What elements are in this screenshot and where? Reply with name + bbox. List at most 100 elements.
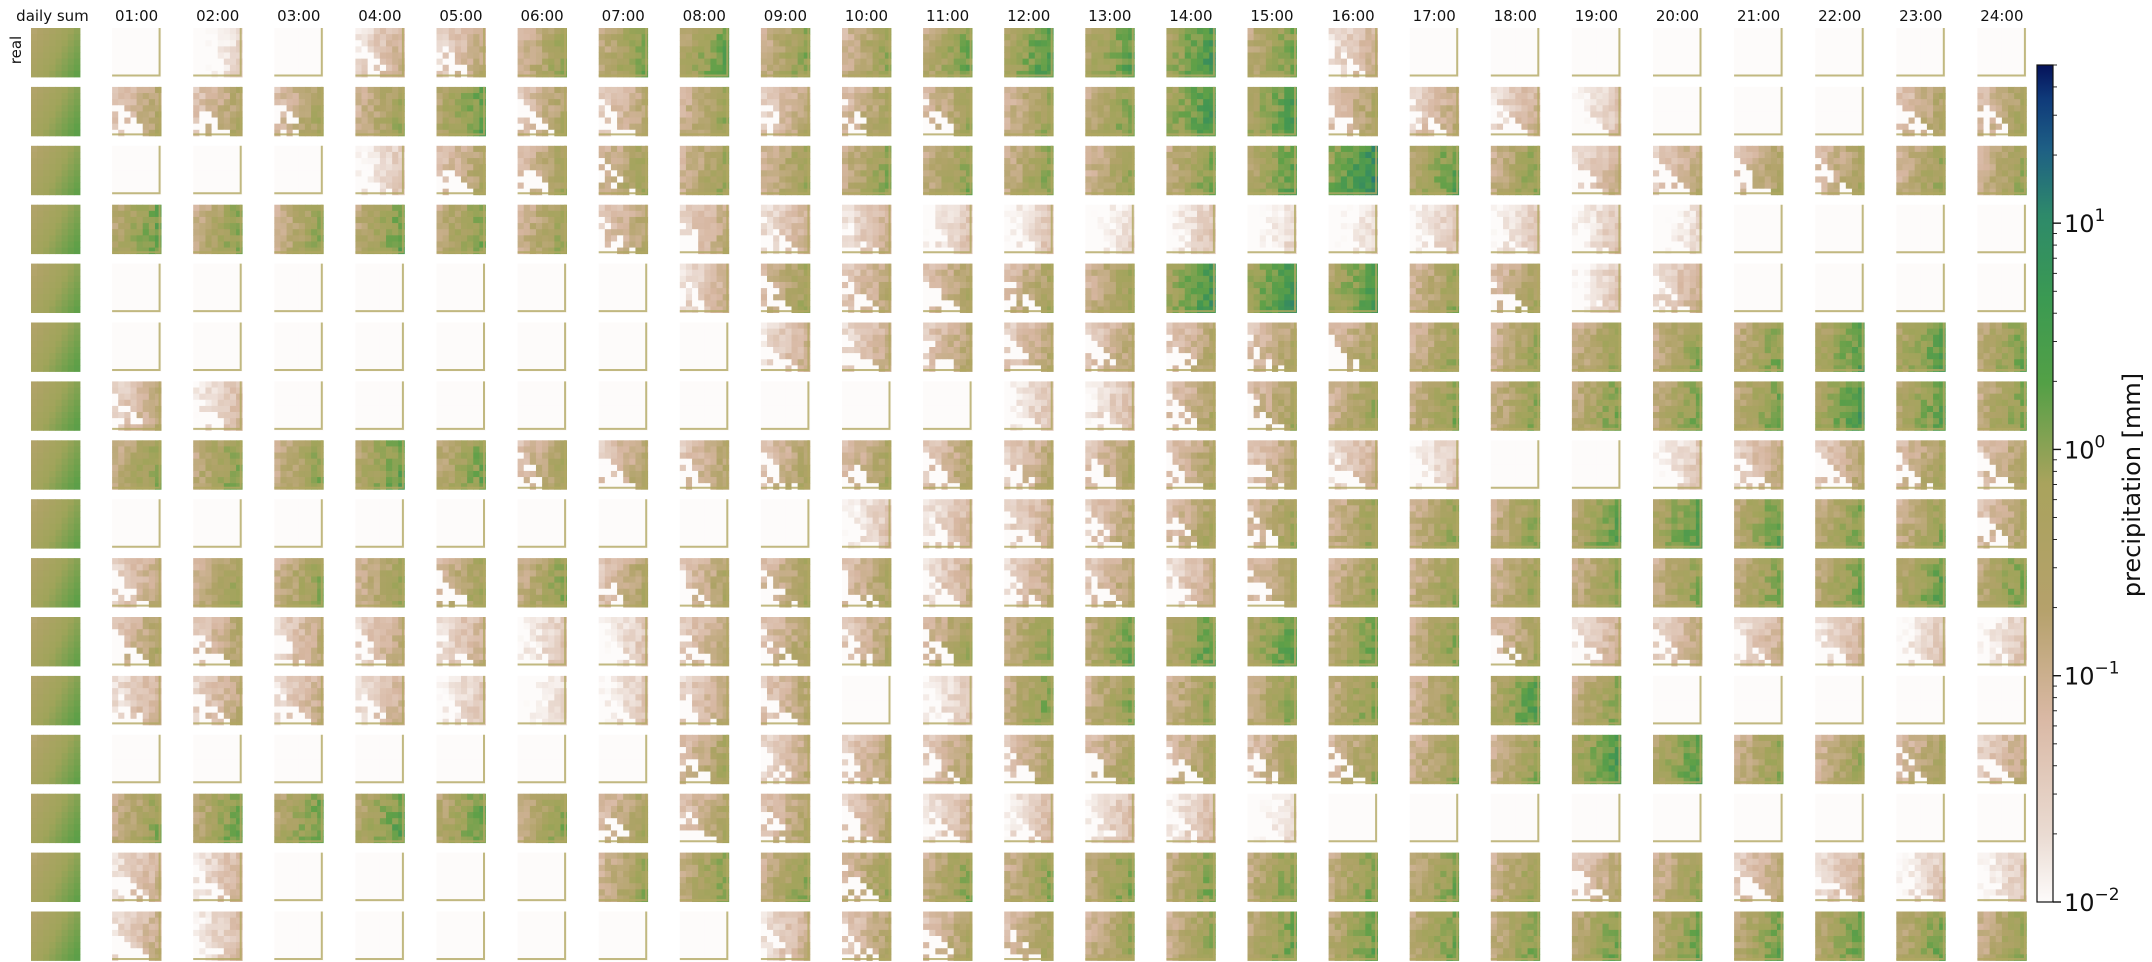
heatmap-cell (1572, 146, 1621, 195)
heatmap-cell (437, 499, 486, 548)
heatmap-cell (761, 794, 810, 843)
heatmap-cell (112, 617, 161, 666)
heatmap-cell (1734, 440, 1783, 489)
heatmap-cell (518, 381, 567, 430)
heatmap-cell (274, 28, 323, 77)
heatmap-cell (1329, 440, 1378, 489)
heatmap-cell (599, 794, 648, 843)
heatmap-cell (1734, 853, 1783, 902)
heatmap-cell (1166, 499, 1215, 548)
column-header: 08:00 (683, 7, 726, 25)
heatmap-cell (1166, 28, 1215, 77)
heatmap-cell (31, 381, 80, 430)
heatmap-cell (842, 381, 891, 430)
heatmap-cell (842, 146, 891, 195)
heatmap-cell (274, 735, 323, 784)
heatmap-cell (518, 676, 567, 725)
heatmap-cell (1815, 146, 1864, 195)
heatmap-cell (1815, 381, 1864, 430)
heatmap-cell (437, 205, 486, 254)
heatmap-cell (1410, 794, 1459, 843)
heatmap-cell (1977, 146, 2026, 195)
heatmap-cell (1085, 912, 1134, 961)
heatmap-cell (1410, 558, 1459, 607)
column-headers: daily sum 01:00 02:00 03:00 04:00 05:00 06:00 0… (16, 7, 2023, 25)
heatmap-cell (923, 323, 972, 372)
heatmap-cell (112, 381, 161, 430)
heatmap-cell (1085, 617, 1134, 666)
column-header: 16:00 (1331, 7, 1374, 25)
heatmap-cell (1896, 558, 1945, 607)
heatmap-cell (112, 205, 161, 254)
heatmap-cell (1572, 205, 1621, 254)
heatmap-cell (1329, 617, 1378, 666)
heatmap-cell (518, 853, 567, 902)
heatmap-cell (599, 676, 648, 725)
column-header: 10:00 (845, 7, 888, 25)
heatmap-cell (193, 912, 242, 961)
heatmap-cell (1815, 912, 1864, 961)
heatmap-cell (355, 617, 404, 666)
column-header: daily sum (16, 7, 89, 25)
heatmap-cell (599, 28, 648, 77)
heatmap-cell (1977, 440, 2026, 489)
heatmap-cell (1815, 853, 1864, 902)
heatmap-cell (1329, 794, 1378, 843)
heatmap-cell (1166, 440, 1215, 489)
heatmap-cell (680, 264, 729, 313)
heatmap-cell (437, 440, 486, 489)
heatmap-cell (1653, 205, 1702, 254)
heatmap-cell (680, 205, 729, 254)
column-header: 13:00 (1088, 7, 1131, 25)
heatmap-cell (1166, 323, 1215, 372)
heatmap-cell (1085, 440, 1134, 489)
heatmap-cell (1248, 794, 1297, 843)
heatmap-cell (1896, 735, 1945, 784)
colorbar-tick-label: 10−2 (2064, 885, 2120, 917)
column-header: 23:00 (1899, 7, 1942, 25)
heatmap-cell (518, 87, 567, 136)
heatmap-cell (923, 853, 972, 902)
column-header: 17:00 (1413, 7, 1456, 25)
heatmap-cell (1815, 735, 1864, 784)
column-header: 24:00 (1980, 7, 2023, 25)
heatmap-cell (1329, 735, 1378, 784)
heatmap-cell (437, 146, 486, 195)
heatmap-cell (1896, 853, 1945, 902)
heatmap-cell (599, 853, 648, 902)
heatmap-cell (1896, 323, 1945, 372)
heatmap-cell (1004, 676, 1053, 725)
heatmap-cell (193, 28, 242, 77)
heatmap-cell (923, 735, 972, 784)
heatmap-cell (1166, 205, 1215, 254)
heatmap-cell (31, 440, 80, 489)
heatmap-cell (518, 323, 567, 372)
heatmap-cell (1085, 146, 1134, 195)
column-header: 22:00 (1818, 7, 1861, 25)
heatmap-cell (1166, 853, 1215, 902)
heatmap-cell (923, 205, 972, 254)
colorbar-gradient (2037, 65, 2053, 902)
heatmap-cell (1166, 87, 1215, 136)
heatmap-cell (1572, 853, 1621, 902)
row-headers: real (7, 36, 25, 64)
heatmap-cell (112, 676, 161, 725)
heatmap-cell (274, 87, 323, 136)
heatmap-cell (761, 558, 810, 607)
heatmap-cell (680, 381, 729, 430)
heatmap-cell (1004, 323, 1053, 372)
heatmap-cell (599, 912, 648, 961)
heatmap-cell (1004, 794, 1053, 843)
heatmap-cell (1329, 205, 1378, 254)
heatmap-cell (1896, 264, 1945, 313)
column-header: 07:00 (602, 7, 645, 25)
heatmap-cells (31, 28, 2027, 961)
heatmap-cell (1329, 146, 1378, 195)
heatmap-cell (680, 323, 729, 372)
heatmap-cell (1329, 381, 1378, 430)
column-header: 01:00 (115, 7, 158, 25)
heatmap-cell (842, 912, 891, 961)
heatmap-cell (1572, 676, 1621, 725)
heatmap-cell (1248, 28, 1297, 77)
column-header: 09:00 (764, 7, 807, 25)
